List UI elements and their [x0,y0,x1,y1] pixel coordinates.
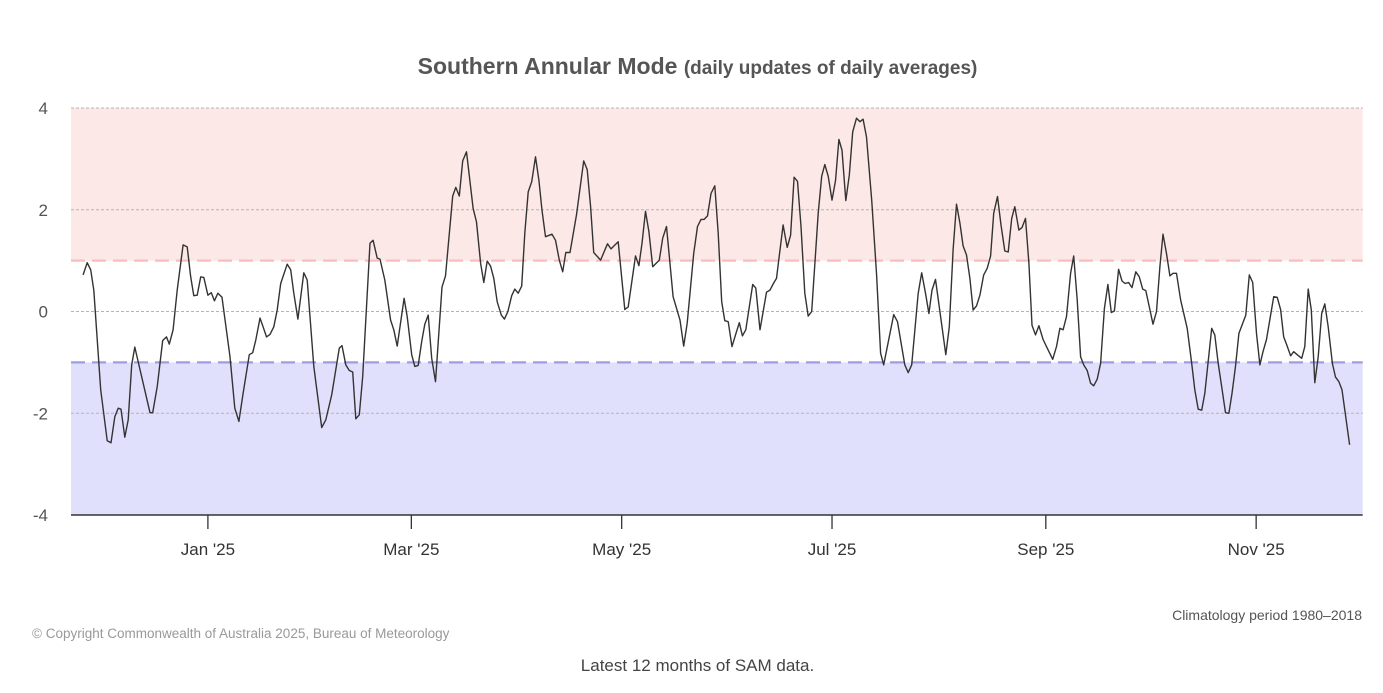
copyright-notice: © Copyright Commonwealth of Australia 20… [32,626,450,641]
x-tick-label: Jul '25 [808,540,857,559]
axes: 4 2 0 -2 -4 Jan '25 Mar '25 May '25 Jul '25 Sep '… [33,99,1363,559]
y-tick-label: -4 [33,506,48,525]
y-tick-label: 2 [39,201,48,220]
x-tick-label: Sep '25 [1017,540,1074,559]
chart-title-subtitle: (daily updates of daily averages) [683,58,978,79]
x-tick-label: May '25 [592,540,651,559]
positive-band [71,108,1363,261]
climatology-note: Climatology period 1980–2018 [1172,607,1362,623]
chart-caption: Latest 12 months of SAM data. [580,656,815,675]
y-tick-label: 4 [39,99,48,118]
x-tick-label: Mar '25 [383,540,439,559]
sam-index-line [82,117,1351,445]
threshold-lines [71,259,1363,364]
bands [71,108,1363,515]
series [82,117,1351,445]
negative-band [71,362,1363,515]
x-tick-label: Jan '25 [181,540,235,559]
x-tick-label: Nov '25 [1228,540,1285,559]
chart-title-main: Southern Annular Mode [417,53,678,79]
chart-title: Southern Annular Mode (daily updates of … [0,53,1383,80]
y-tick-label: -2 [33,404,48,423]
y-tick-label: 0 [39,303,48,322]
